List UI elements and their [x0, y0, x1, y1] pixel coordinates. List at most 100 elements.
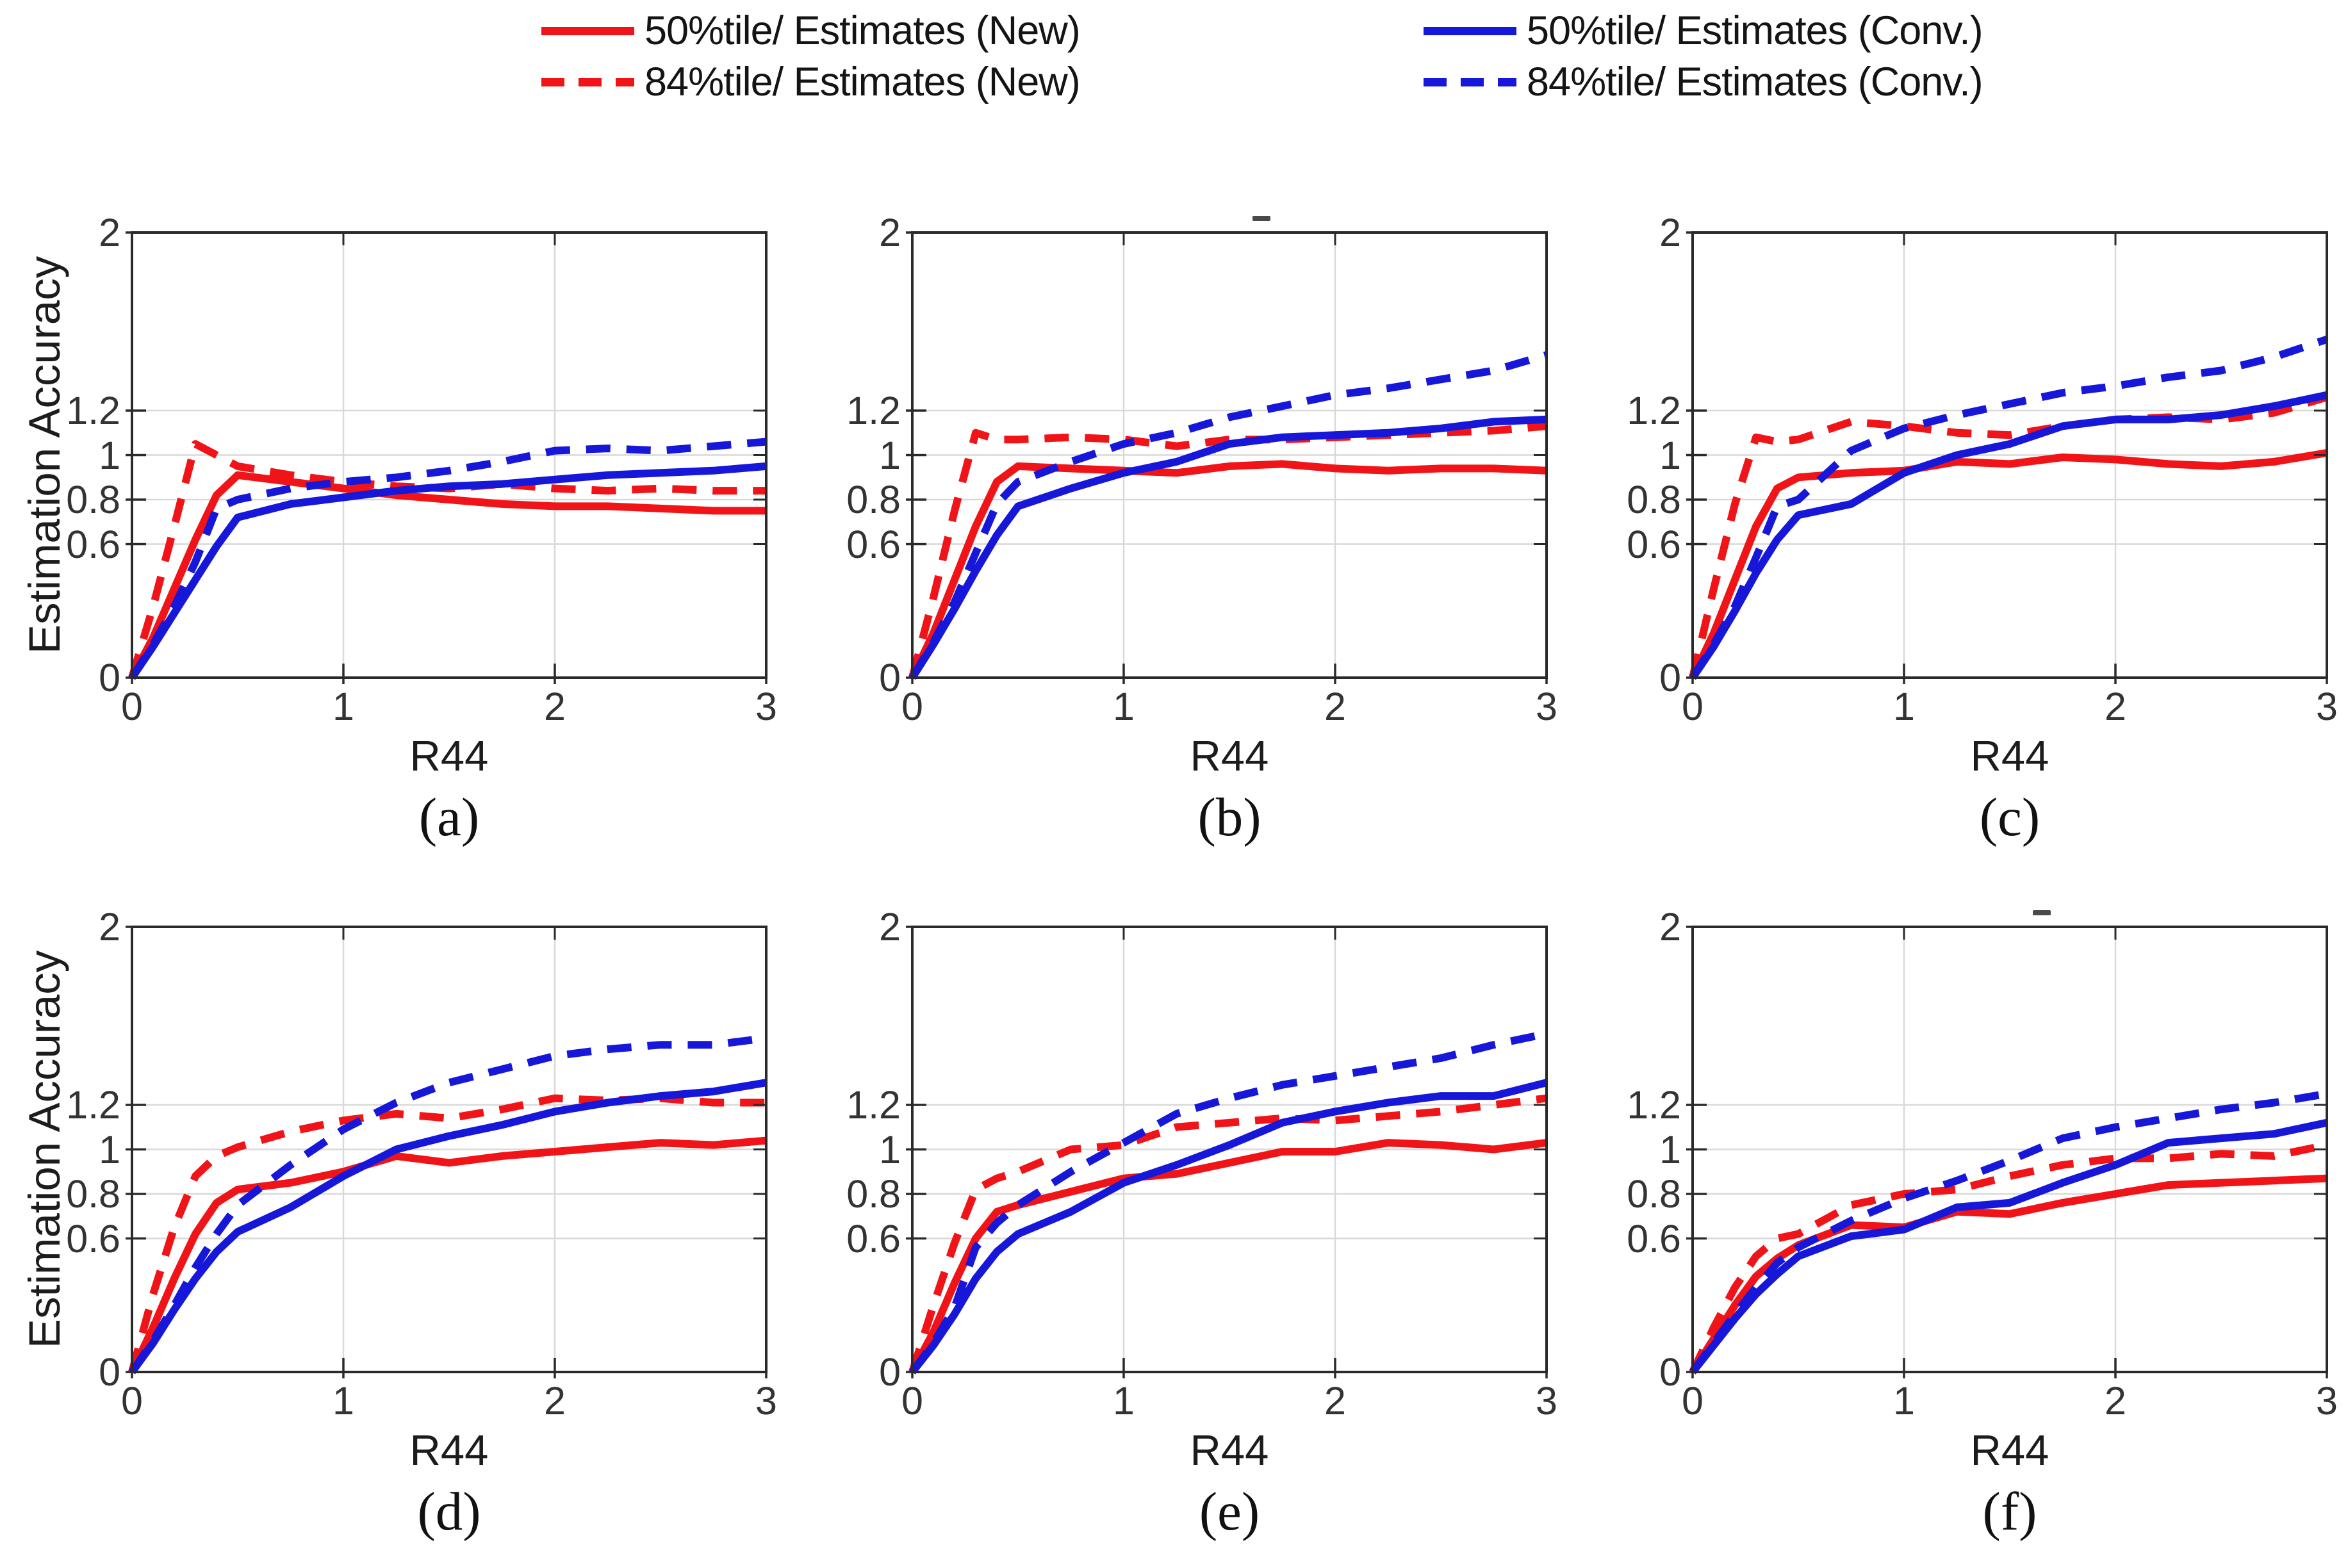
y-tick-label: 0.8	[1627, 1172, 1681, 1216]
y-tick-label: 1	[1659, 1127, 1681, 1172]
stray-dash-artifact	[1252, 216, 1270, 221]
y-tick-label: 0	[1659, 1350, 1681, 1394]
legend-item-new50: 50%tile/ Estimates (New)	[541, 8, 1081, 53]
plot-canvas	[906, 926, 1548, 1378]
x-tick-label: 2	[544, 685, 566, 728]
y-tick-label: 2	[1659, 211, 1681, 254]
series-new50-line	[1689, 449, 2327, 680]
y-tick-label: 0.8	[66, 1172, 120, 1216]
y-tick-label: 0.8	[1627, 478, 1681, 521]
y-tick-label: 0.6	[1627, 522, 1681, 566]
subplot-c: R44 (c) 0 1 2 3 0 0.6 0.8 1 1.2 2	[1627, 211, 2338, 847]
legend-label: 84%tile/ Estimates (Conv.)	[1527, 60, 1983, 104]
legend-item-new84: 84%tile/ Estimates (New)	[541, 60, 1081, 104]
plot-canvas	[906, 231, 1548, 684]
y-tick-label: 0	[1659, 656, 1681, 699]
x-tick-label: 1	[1893, 1379, 1915, 1423]
series-conv50-line	[129, 1079, 767, 1375]
x-tick-label: 3	[2316, 685, 2338, 728]
x-tick-label: 3	[755, 685, 777, 728]
legend-label: 50%tile/ Estimates (New)	[644, 8, 1081, 53]
series-new50-line	[908, 1139, 1547, 1374]
plot-canvas	[126, 926, 768, 1378]
y-tick-label: 2	[1659, 905, 1681, 949]
x-tick-label: 0	[121, 1379, 143, 1423]
legend-item-conv50: 50%tile/ Estimates (Conv.)	[1424, 8, 1983, 53]
x-tick-label: 3	[2316, 1379, 2338, 1423]
y-tick-label: 1.2	[1627, 1083, 1681, 1127]
series-conv50-line	[1689, 391, 2328, 680]
x-tick-label: 0	[1682, 685, 1704, 728]
x-axis-label: R44	[1970, 732, 2049, 780]
x-tick-label: 1	[332, 685, 354, 728]
subplot-caption: (a)	[418, 787, 480, 847]
y-tick-label: 0.6	[66, 522, 120, 566]
y-tick-label: 1.2	[66, 1083, 120, 1127]
x-tick-label: 0	[901, 685, 923, 728]
series-conv50-line	[129, 462, 767, 680]
series-new84-line	[908, 1094, 1547, 1373]
series-conv84-line	[1689, 1090, 2327, 1375]
series-new50-line	[128, 471, 766, 680]
subplot-caption: (b)	[1197, 787, 1261, 847]
x-tick-label: 3	[1536, 685, 1557, 728]
y-tick-label: 2	[879, 905, 901, 949]
y-tick-label: 0	[99, 656, 120, 699]
y-tick-label: 1	[99, 1127, 120, 1172]
series-new50-line	[128, 1136, 767, 1374]
x-tick-label: 2	[2105, 685, 2126, 728]
series-new84-line	[128, 440, 766, 679]
y-tick-label: 1.2	[1627, 389, 1681, 432]
legend-conv-group: 50%tile/ Estimates (Conv.) 84%tile/ Esti…	[1424, 8, 1983, 104]
subplot-e: R44 (e) 0 1 2 3 0 0.6 0.8 1 1.2 2	[846, 906, 1557, 1542]
x-tick-label: 0	[901, 1379, 923, 1423]
y-tick-label: 0.6	[846, 522, 901, 566]
legend-item-conv84: 84%tile/ Estimates (Conv.)	[1424, 60, 1983, 104]
x-tick-label: 2	[2105, 1379, 2126, 1423]
y-tick-label: 1.2	[66, 389, 120, 432]
x-tick-label: 2	[544, 1379, 566, 1423]
y-tick-label: 1	[1659, 433, 1681, 477]
x-axis-label: R44	[409, 1426, 489, 1474]
y-tick-label: 2	[99, 905, 120, 949]
legend-line-blue-solid-icon	[1424, 26, 1516, 35]
x-tick-label: 1	[1113, 1379, 1135, 1423]
subplot-a: R44 (a) 0 1 2 3 0 0.6 0.8 1 1.2 2	[66, 211, 777, 847]
plot-canvas	[1686, 926, 2328, 1378]
subplot-caption: (d)	[417, 1482, 481, 1542]
y-tick-label: 1.2	[846, 1083, 901, 1127]
legend-new-group: 50%tile/ Estimates (New) 84%tile/ Estima…	[541, 8, 1081, 104]
series-conv84-line	[909, 1029, 1548, 1375]
y-tick-label: 2	[879, 211, 901, 254]
y-tick-label: 1	[879, 433, 901, 477]
legend-label: 50%tile/ Estimates (Conv.)	[1527, 8, 1983, 53]
y-tick-label: 0	[879, 1350, 901, 1394]
subplot-b: R44 (b) 0 1 2 3 0 0.6 0.8 1 1.2 2	[846, 211, 1557, 847]
series-conv50-line	[908, 415, 1547, 680]
legend-line-red-dashed-icon	[541, 78, 634, 86]
subplot-caption: (e)	[1199, 1482, 1260, 1542]
x-tick-label: 1	[1113, 685, 1135, 728]
series-conv84-line	[908, 351, 1548, 680]
x-axis-label: R44	[1970, 1426, 2049, 1474]
series-conv84-line	[1689, 336, 2328, 680]
y-tick-label: 0.8	[66, 478, 120, 521]
x-tick-label: 1	[1893, 685, 1915, 728]
y-tick-label: 1.2	[846, 389, 901, 432]
y-tick-label: 2	[99, 211, 120, 254]
plot-canvas	[126, 231, 768, 684]
series-conv50-line	[909, 1079, 1548, 1375]
x-tick-label: 2	[1324, 685, 1346, 728]
x-axis-label: R44	[1190, 732, 1269, 780]
series-conv84-line	[129, 1034, 767, 1375]
series-conv84-line	[128, 437, 767, 680]
x-tick-label: 0	[1682, 1379, 1704, 1423]
legend-label: 84%tile/ Estimates (New)	[644, 60, 1081, 104]
legend-line-blue-dashed-icon	[1424, 78, 1516, 86]
y-tick-label: 1	[99, 433, 120, 477]
y-tick-label: 0	[99, 1350, 120, 1394]
y-tick-label: 0.6	[1627, 1216, 1681, 1261]
series-new50-line	[1689, 1174, 2327, 1375]
y-tick-label: 0.6	[846, 1216, 901, 1261]
